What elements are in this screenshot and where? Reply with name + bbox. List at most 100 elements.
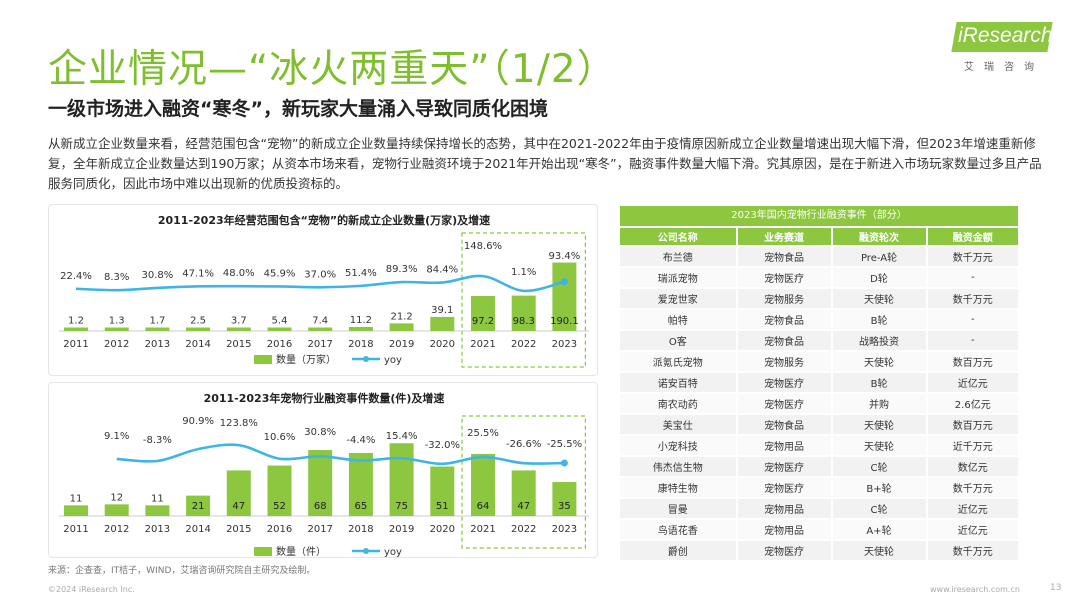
table-cell: 数百万元: [927, 352, 1018, 371]
yoy-label: 123.8%: [220, 418, 258, 429]
bar-2013: [145, 327, 170, 331]
table-title: 2023年国内宠物行业融资事件（部分）: [620, 206, 1018, 226]
table-cell: 爵创: [620, 541, 738, 560]
table-cell: B轮: [832, 373, 928, 392]
bar-value-label: 3.7: [231, 316, 247, 327]
yoy-point-end: [560, 278, 568, 286]
table-cell: C轮: [832, 457, 928, 476]
bar-2018: [348, 326, 373, 331]
bar-value-label: 12: [110, 492, 123, 503]
legend-line-label: yoy: [384, 355, 402, 366]
new-enterprises-chart-svg: 2011-2023年经营范围包含“宠物”的新成立企业数量(万家)及增速 1.2 20…: [59, 213, 589, 368]
table-header-row: 公司名称 业务赛道 融资轮次 融资金额: [620, 228, 1018, 245]
table-cell: 小宠科技: [620, 436, 738, 455]
x-tick-label: 2018: [348, 524, 373, 535]
bar-2011: [64, 327, 88, 331]
table-cell: 南农动药: [620, 394, 738, 413]
bar-2015: [226, 470, 251, 516]
yoy-label: 89.3%: [386, 264, 418, 275]
yoy-label: -4.4%: [346, 435, 375, 446]
bar-value-label: 11: [70, 493, 83, 504]
yoy-label: -26.6%: [506, 439, 541, 450]
bar-2022: [511, 295, 536, 331]
table-cell: 近亿元: [927, 499, 1018, 518]
table-cell: 并购: [832, 394, 928, 413]
table-cell: 康特生物: [620, 478, 738, 497]
table-row: 爵创 宠物医疗 天使轮 数千万元: [620, 541, 1018, 560]
table-cell: 天使轮: [832, 436, 928, 455]
table-cell: 数亿元: [927, 457, 1018, 476]
table-cell: 宠物医疗: [737, 457, 833, 476]
table-row: 小宠科技 宠物用品 天使轮 近千万元: [620, 436, 1018, 455]
table-row: 诺安百特 宠物医疗 B轮 近亿元: [620, 373, 1018, 392]
bar-value-label: 1.2: [68, 316, 84, 327]
table-cell: 伟杰信生物: [620, 457, 738, 476]
bar-value-label: 47: [517, 501, 530, 512]
table-cell: 鸟语花香: [620, 520, 738, 539]
table-cell: 宠物医疗: [737, 541, 833, 560]
yoy-line: [75, 274, 565, 293]
table-cell: -: [927, 310, 1018, 329]
column-header: 公司名称: [620, 228, 738, 245]
table-cell: -: [927, 331, 1018, 350]
table-row: 布兰德 宠物食品 Pre-A轮 数千万元: [620, 247, 1018, 266]
financing-events-chart: 2011-2023年宠物行业融资事件数量(件)及增速 11 2011 12 2012 11…: [48, 382, 598, 558]
table-row: O客 宠物食品 战略投资 -: [620, 331, 1018, 350]
x-tick-label: 2012: [104, 339, 129, 350]
table-cell: -: [927, 268, 1018, 287]
x-tick-label: 2011: [63, 524, 88, 535]
table-cell: 战略投资: [832, 331, 928, 350]
highlight-box: [461, 415, 587, 549]
yoy-label: 48.0%: [223, 268, 255, 279]
bar-2018: [348, 452, 373, 516]
x-tick-label: 2021: [470, 339, 495, 350]
bar-value-label: 64: [477, 501, 490, 512]
table-cell: B轮: [832, 310, 928, 329]
legend-bar-label: 数量（件）: [276, 545, 326, 558]
financing-table: 公司名称 业务赛道 融资轮次 融资金额 布兰德 宠物食品 Pre-A轮 数千万元 瑞派宠物 宠物…: [620, 226, 1018, 562]
x-tick-label: 2017: [307, 339, 332, 350]
yoy-label: 9.1%: [104, 431, 129, 442]
legend-bar-label: 数量（万家）: [276, 353, 336, 366]
table-cell: 宠物医疗: [737, 268, 833, 287]
table-cell: 宠物食品: [737, 415, 833, 434]
bar-2023: [552, 262, 577, 331]
x-tick-label: 2022: [511, 339, 536, 350]
table-cell: 近亿元: [927, 373, 1018, 392]
table-row: 冒曼 宠物用品 C轮 近亿元: [620, 499, 1018, 518]
new-enterprises-chart: 2011-2023年经营范围包含“宠物”的新成立企业数量(万家)及增速 1.2 20…: [48, 204, 598, 376]
table-cell: 宠物服务: [737, 352, 833, 371]
x-tick-label: 2014: [185, 524, 210, 535]
table-cell: 数千万元: [927, 247, 1018, 266]
table-cell: 宠物用品: [737, 520, 833, 539]
table-cell: 宠物医疗: [737, 394, 833, 413]
bar-value-label: 21.2: [390, 311, 412, 322]
bar-2023: [552, 482, 577, 516]
yoy-label: 25.5%: [467, 428, 499, 439]
bar-value-label: 2.5: [190, 316, 206, 327]
table-row: 瑞派宠物 宠物医疗 D轮 -: [620, 268, 1018, 287]
table-cell: 数百万元: [927, 415, 1018, 434]
logo-text: iResearch: [958, 24, 1053, 47]
legend-bar-swatch: [254, 355, 272, 364]
bar-2019: [389, 323, 414, 331]
table-cell: 冒曼: [620, 499, 738, 518]
table-row: 派氪氏宠物 宠物服务 天使轮 数百万元: [620, 352, 1018, 371]
table-cell: D轮: [832, 268, 928, 287]
table-cell: 布兰德: [620, 247, 738, 266]
table-body: 布兰德 宠物食品 Pre-A轮 数千万元 瑞派宠物 宠物医疗 D轮 - 爱宠世家 宠物服务 天使轮数…: [620, 247, 1018, 560]
x-tick-label: 2012: [104, 524, 129, 535]
table-cell: 2.6亿元: [927, 394, 1018, 413]
source-note: 来源：企查查，IT桔子，WIND，艾瑞咨询研究院自主研究及绘制。: [48, 566, 316, 576]
highlight-box: [461, 232, 587, 368]
bar-value-label: 35: [558, 501, 571, 512]
table-cell: 宠物医疗: [737, 478, 833, 497]
bar-value-label: 98.3: [513, 316, 535, 327]
table-cell: Pre-A轮: [832, 247, 928, 266]
x-tick-label: 2019: [389, 524, 414, 535]
page-title: 企业情况—“冰火两重天”（1/2）: [48, 47, 617, 92]
bar-2016: [267, 327, 292, 331]
yoy-label: 15.4%: [386, 431, 418, 442]
table-cell: 瑞派宠物: [620, 268, 738, 287]
bar-2011: [64, 505, 88, 516]
